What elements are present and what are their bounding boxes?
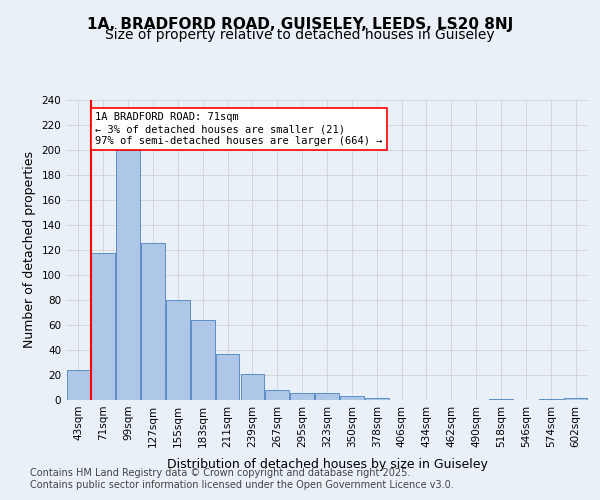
Bar [365,398,389,400]
Y-axis label: Number of detached properties: Number of detached properties [23,152,36,348]
Bar [91,252,115,400]
Bar [67,370,90,400]
Bar [141,242,165,400]
Bar [539,399,563,400]
Text: Contains HM Land Registry data © Crown copyright and database right 2025.
Contai: Contains HM Land Registry data © Crown c… [30,468,454,490]
Bar [265,390,289,400]
Text: 1A BRADFORD ROAD: 71sqm
← 3% of detached houses are smaller (21)
97% of semi-det: 1A BRADFORD ROAD: 71sqm ← 3% of detached… [95,112,383,146]
Bar [116,150,140,400]
X-axis label: Distribution of detached houses by size in Guiseley: Distribution of detached houses by size … [167,458,487,471]
Bar [290,392,314,400]
Bar [216,354,239,400]
Text: Size of property relative to detached houses in Guiseley: Size of property relative to detached ho… [105,28,495,42]
Bar [340,396,364,400]
Bar [315,392,339,400]
Bar [241,374,264,400]
Bar [191,320,215,400]
Bar [489,399,513,400]
Bar [166,300,190,400]
Text: 1A, BRADFORD ROAD, GUISELEY, LEEDS, LS20 8NJ: 1A, BRADFORD ROAD, GUISELEY, LEEDS, LS20… [87,18,513,32]
Bar [564,398,587,400]
